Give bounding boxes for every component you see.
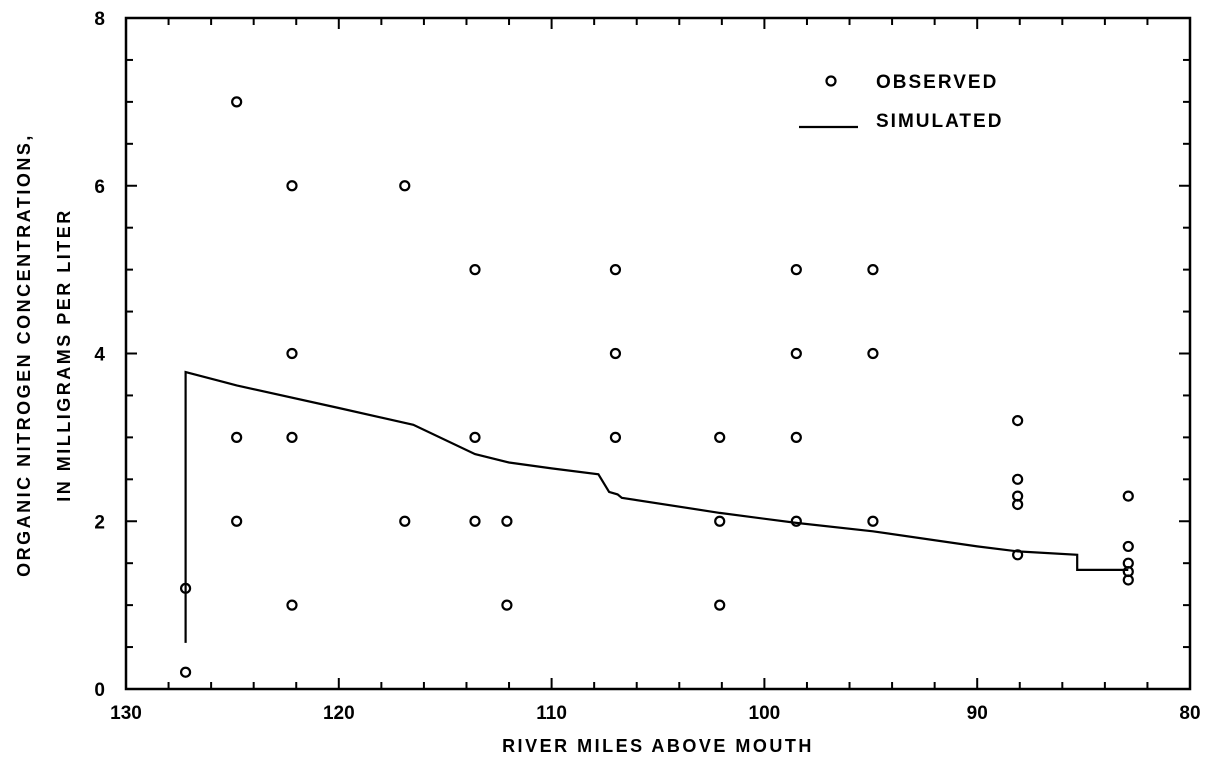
x-tick-label: 80 [1179,703,1200,724]
observed-point [286,431,298,443]
observed-point [231,515,243,527]
legend: OBSERVED SIMULATED [799,72,1003,132]
observed-point [286,347,298,360]
observed-point [790,431,802,443]
observed-point [399,180,411,192]
observed-point [1012,549,1024,561]
y-axis-title-line-2: IN MILLIGRAMS PER LITER [54,208,74,502]
observed-point [1122,574,1134,586]
observed-point [399,515,411,527]
observed-point [790,515,802,527]
observed-point [714,431,726,443]
observed-point [501,515,513,527]
observed-point [1012,498,1024,511]
observed-point [231,96,243,108]
observed-point [469,264,481,276]
legend-observed-marker [825,75,837,87]
y-axis-title: ORGANIC NITROGEN CONCENTRATIONS, IN MILL… [14,133,74,577]
x-tick-label: 110 [536,703,567,724]
y-tick-label: 2 [94,512,105,533]
observed-series [179,96,1134,678]
y-tick-label: 4 [94,345,105,366]
y-axis-title-line-1: ORGANIC NITROGEN CONCENTRATIONS, [14,133,34,577]
y-tick-label: 6 [94,177,105,198]
legend-simulated-label: SIMULATED [876,111,1003,132]
y-axis-ticks [126,17,1190,690]
observed-point [790,264,802,276]
observed-point [1012,473,1024,485]
observed-point [469,431,481,443]
observed-point [179,582,192,594]
observed-point [1122,490,1134,502]
observed-point [867,347,879,360]
plot-frame [124,16,1192,691]
x-tick-label: 130 [110,703,142,724]
observed-point [286,599,298,611]
observed-point [286,180,298,192]
observed-point [790,347,802,360]
observed-point [1122,540,1134,553]
y-axis-tick-labels: 0 2 4 6 8 [94,9,105,701]
x-axis-title: RIVER MILES ABOVE MOUTH [502,736,814,756]
observed-point [867,515,879,527]
observed-point [501,599,513,611]
observed-point [867,264,879,276]
observed-point [1012,415,1024,427]
legend-observed-label: OBSERVED [876,72,998,93]
observed-point [609,431,622,443]
observed-point [231,431,243,443]
observed-point [609,347,622,360]
observed-point [609,264,622,276]
y-tick-label: 0 [94,680,105,701]
simulated-series-line [184,370,1129,643]
x-axis-ticks [125,18,1191,689]
observed-point [714,515,726,527]
x-tick-label: 120 [323,703,355,724]
observed-point [469,515,481,527]
y-tick-label: 8 [94,9,105,30]
x-tick-label: 100 [749,703,781,724]
observed-point [179,666,192,678]
x-tick-label: 90 [967,703,988,724]
x-axis-tick-labels: 130 120 110 100 90 80 [110,703,1200,724]
observed-point [714,599,726,611]
